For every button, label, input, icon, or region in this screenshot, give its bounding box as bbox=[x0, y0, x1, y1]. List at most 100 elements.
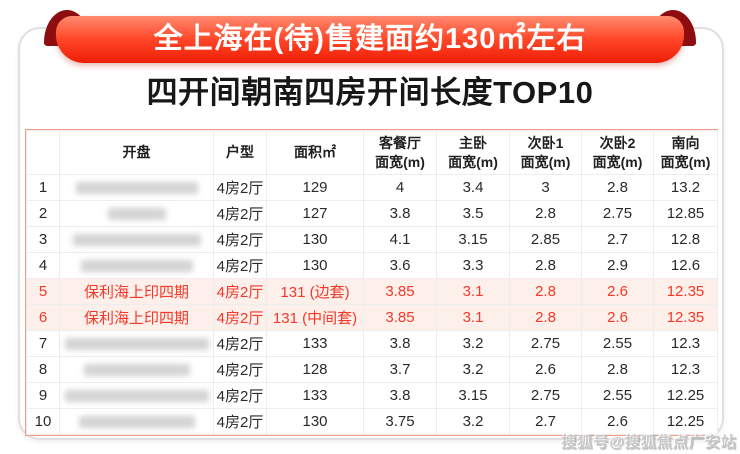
blurred-project-name bbox=[83, 364, 190, 377]
master-width-cell: 3.5 bbox=[436, 200, 510, 227]
area-cell: 130 bbox=[266, 226, 364, 253]
page-title: 四开间朝南四房开间长度TOP10 bbox=[146, 75, 594, 110]
layout-type-cell: 4房2厅 bbox=[213, 330, 267, 357]
row-number-cell: 9 bbox=[26, 382, 60, 409]
header-row: 开盘 户型 面积㎡ 客餐厅 面宽(m) 主卧 面宽(m) 次卧1 面宽(m) 次… bbox=[26, 130, 718, 175]
table-row: 6 保利海上印四期 4房2厅 131 (中间套) 3.85 3.1 2.8 2.6 12.35 bbox=[26, 304, 718, 331]
living-dining-width-cell: 3.75 bbox=[363, 408, 437, 435]
top10-table-container: 开盘 户型 面积㎡ 客餐厅 面宽(m) 主卧 面宽(m) 次卧1 面宽(m) 次… bbox=[25, 129, 718, 436]
layout-type-cell: 4房2厅 bbox=[213, 356, 267, 383]
project-name-cell bbox=[59, 382, 214, 409]
banner-ribbon: 全上海在(待)售建面约130㎡左右 bbox=[56, 16, 684, 63]
bed2-width-cell: 2.55 bbox=[581, 330, 654, 357]
bed1-width-cell: 3 bbox=[509, 174, 582, 201]
layout-type-cell: 4房2厅 bbox=[213, 382, 267, 409]
bed1-width-cell: 2.8 bbox=[509, 200, 582, 227]
master-width-cell: 3.1 bbox=[436, 304, 510, 331]
master-width-cell: 3.4 bbox=[436, 174, 510, 201]
table-row: 7 4房2厅 133 3.8 3.2 2.75 2.55 12.3 bbox=[26, 330, 718, 357]
bed2-width-cell: 2.8 bbox=[581, 356, 654, 383]
bed1-width-cell: 2.8 bbox=[509, 304, 582, 331]
bed2-width-cell: 2.6 bbox=[581, 278, 654, 305]
col-layout: 户型 bbox=[213, 130, 267, 175]
blurred-project-name bbox=[107, 208, 166, 221]
col-bed1-width: 次卧1 面宽(m) bbox=[509, 130, 582, 175]
area-cell: 133 bbox=[266, 330, 364, 357]
layout-type-cell: 4房2厅 bbox=[213, 252, 267, 279]
area-cell: 130 bbox=[266, 408, 364, 435]
area-cell: 131 (边套) bbox=[266, 278, 364, 305]
project-name-cell bbox=[59, 356, 214, 383]
area-cell: 129 bbox=[266, 174, 364, 201]
table-header: 开盘 户型 面积㎡ 客餐厅 面宽(m) 主卧 面宽(m) 次卧1 面宽(m) 次… bbox=[26, 130, 718, 175]
row-number-cell: 1 bbox=[26, 174, 60, 201]
layout-type-cell: 4房2厅 bbox=[213, 174, 267, 201]
row-number-cell: 5 bbox=[26, 278, 60, 305]
master-width-cell: 3.2 bbox=[436, 408, 510, 435]
layout-type-cell: 4房2厅 bbox=[213, 304, 267, 331]
banner-text: 全上海在(待)售建面约130㎡左右 bbox=[153, 23, 587, 55]
layout-type-cell: 4房2厅 bbox=[213, 200, 267, 227]
south-width-cell: 12.25 bbox=[653, 382, 718, 409]
living-dining-width-cell: 3.85 bbox=[363, 278, 437, 305]
project-name-cell bbox=[59, 200, 214, 227]
south-width-cell: 13.2 bbox=[653, 174, 718, 201]
col-area: 面积㎡ bbox=[266, 130, 364, 175]
table-body: 1 4房2厅 129 4 3.4 3 2.8 13.2 2 4房2厅 127 3.8 3.5 2.8 2.7… bbox=[26, 174, 718, 435]
project-name-cell bbox=[59, 330, 214, 357]
south-width-cell: 12.25 bbox=[653, 408, 718, 435]
layout-type-cell: 4房2厅 bbox=[213, 408, 267, 435]
project-name-cell bbox=[59, 408, 214, 435]
area-cell: 131 (中间套) bbox=[266, 304, 364, 331]
table-row: 9 4房2厅 133 3.8 3.15 2.75 2.55 12.25 bbox=[26, 382, 718, 409]
row-number-cell: 3 bbox=[26, 226, 60, 253]
living-dining-width-cell: 4 bbox=[363, 174, 437, 201]
bed2-width-cell: 2.75 bbox=[581, 200, 654, 227]
project-name-cell: 保利海上印四期 bbox=[59, 304, 214, 331]
blurred-project-name bbox=[75, 182, 198, 195]
south-width-cell: 12.3 bbox=[653, 330, 718, 357]
living-dining-width-cell: 3.8 bbox=[363, 330, 437, 357]
blurred-project-name bbox=[72, 234, 201, 247]
master-width-cell: 3.1 bbox=[436, 278, 510, 305]
col-project: 开盘 bbox=[59, 130, 214, 175]
blurred-project-name bbox=[64, 390, 209, 403]
area-cell: 130 bbox=[266, 252, 364, 279]
project-name-cell bbox=[59, 174, 214, 201]
project-name-cell bbox=[59, 226, 214, 253]
table-row: 10 4房2厅 130 3.75 3.2 2.7 2.6 12.25 bbox=[26, 408, 718, 435]
bed1-width-cell: 2.75 bbox=[509, 330, 582, 357]
area-cell: 133 bbox=[266, 382, 364, 409]
bed1-width-cell: 2.8 bbox=[509, 252, 582, 279]
area-cell: 127 bbox=[266, 200, 364, 227]
south-width-cell: 12.35 bbox=[653, 278, 718, 305]
row-number-cell: 2 bbox=[26, 200, 60, 227]
bed1-width-cell: 2.75 bbox=[509, 382, 582, 409]
row-number-cell: 10 bbox=[26, 408, 60, 435]
living-dining-width-cell: 3.85 bbox=[363, 304, 437, 331]
layout-type-cell: 4房2厅 bbox=[213, 278, 267, 305]
south-width-cell: 12.6 bbox=[653, 252, 718, 279]
master-width-cell: 3.2 bbox=[436, 356, 510, 383]
row-number-cell: 6 bbox=[26, 304, 60, 331]
living-dining-width-cell: 3.7 bbox=[363, 356, 437, 383]
blurred-project-name bbox=[64, 338, 209, 351]
table-row: 3 4房2厅 130 4.1 3.15 2.85 2.7 12.8 bbox=[26, 226, 718, 253]
table-row: 1 4房2厅 129 4 3.4 3 2.8 13.2 bbox=[26, 174, 718, 201]
row-number-cell: 4 bbox=[26, 252, 60, 279]
south-width-cell: 12.8 bbox=[653, 226, 718, 253]
table-row: 5 保利海上印四期 4房2厅 131 (边套) 3.85 3.1 2.8 2.6 12.35 bbox=[26, 278, 718, 305]
living-dining-width-cell: 3.6 bbox=[363, 252, 437, 279]
watermark: 搜狐号@搜狐焦点广安站 bbox=[561, 434, 737, 451]
south-width-cell: 12.35 bbox=[653, 304, 718, 331]
project-name-cell bbox=[59, 252, 214, 279]
col-bed2-width: 次卧2 面宽(m) bbox=[581, 130, 654, 175]
master-width-cell: 3.3 bbox=[436, 252, 510, 279]
bed2-width-cell: 2.6 bbox=[581, 304, 654, 331]
layout-type-cell: 4房2厅 bbox=[213, 226, 267, 253]
master-width-cell: 3.2 bbox=[436, 330, 510, 357]
top10-table: 开盘 户型 面积㎡ 客餐厅 面宽(m) 主卧 面宽(m) 次卧1 面宽(m) 次… bbox=[26, 130, 718, 435]
master-width-cell: 3.15 bbox=[436, 226, 510, 253]
south-width-cell: 12.3 bbox=[653, 356, 718, 383]
